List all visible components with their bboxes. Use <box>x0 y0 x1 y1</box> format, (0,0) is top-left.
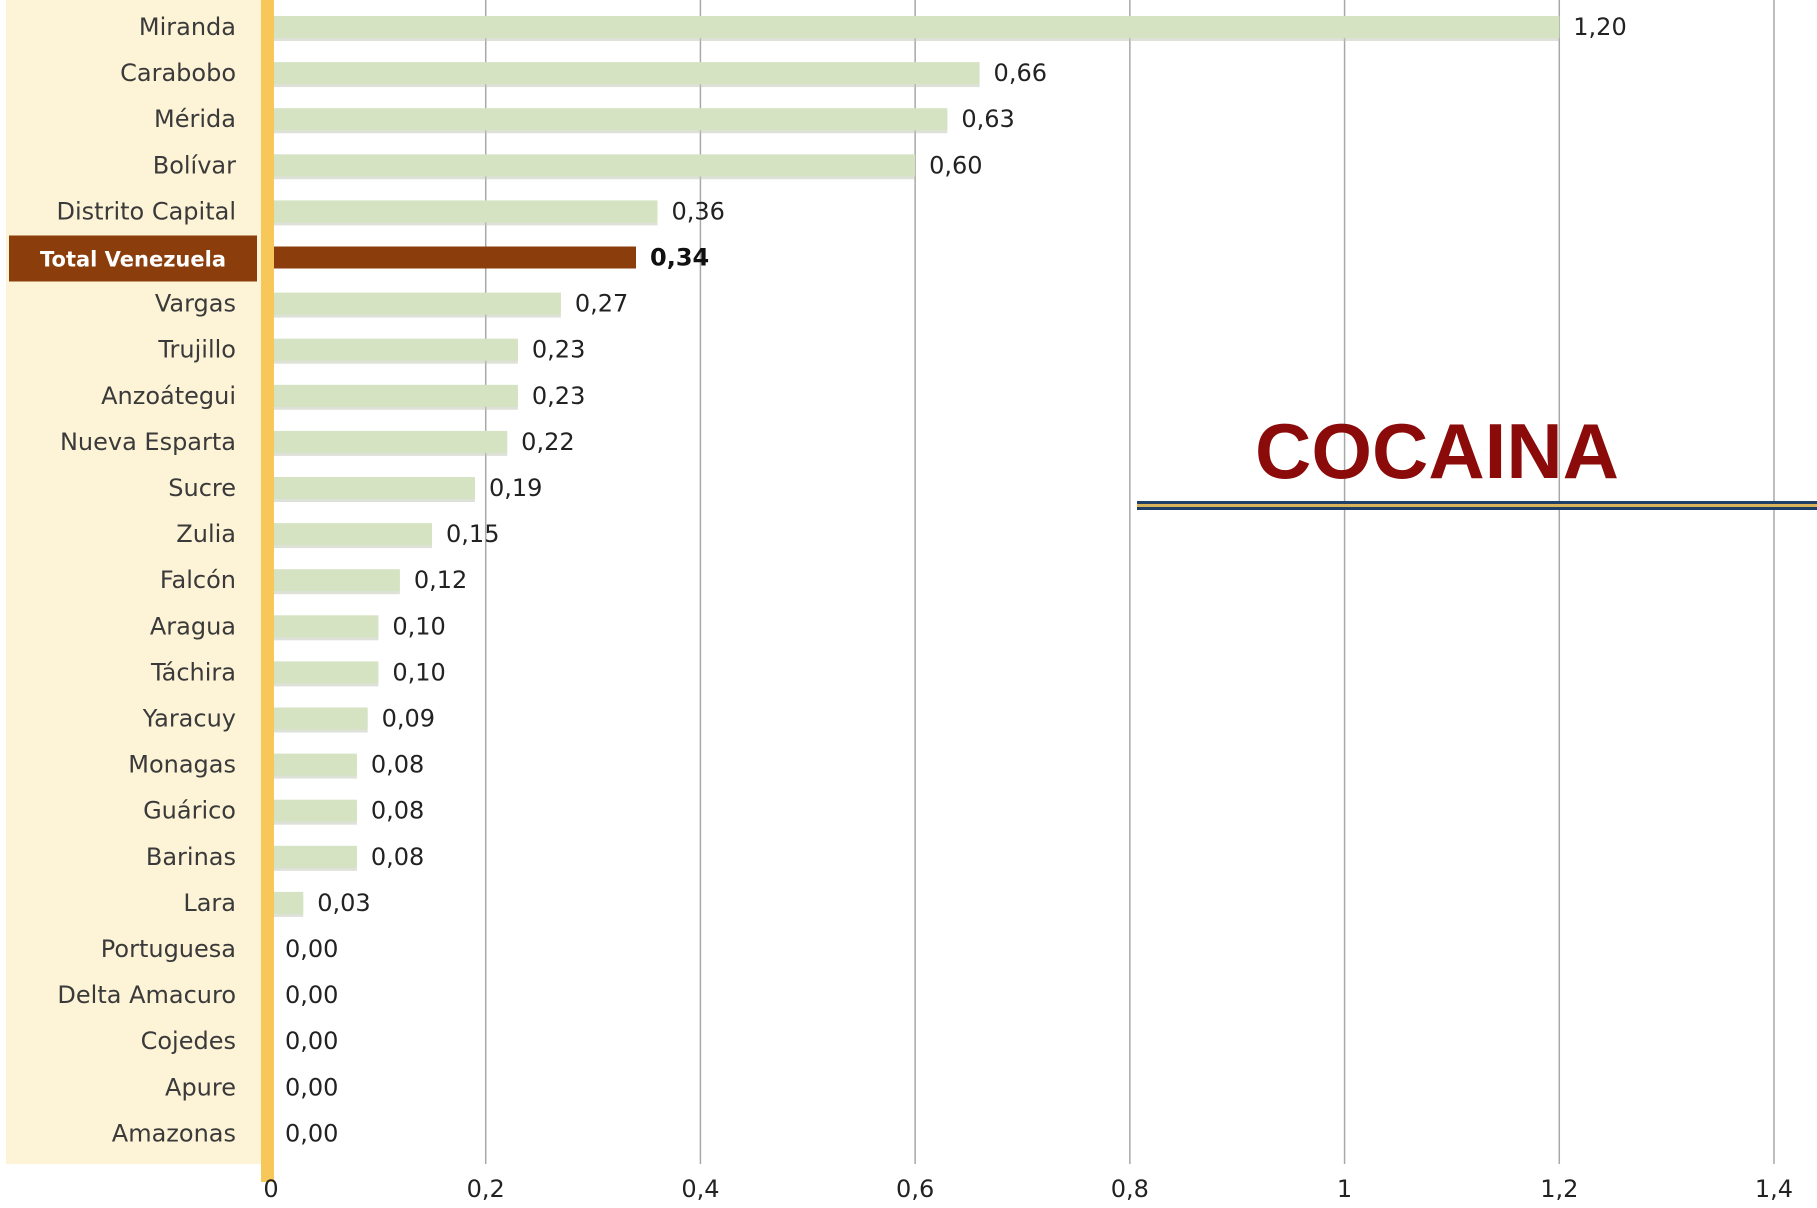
category-label: Carabobo <box>120 59 236 87</box>
data-label: 0,19 <box>489 474 542 502</box>
x-tick-label: 0 <box>263 1175 278 1203</box>
category-label: Total Venezuela <box>40 248 226 272</box>
bar <box>271 200 658 223</box>
bars <box>271 16 1560 917</box>
x-tick-label: 1 <box>1337 1175 1352 1203</box>
data-label: 0,10 <box>392 658 445 686</box>
bar <box>271 845 357 868</box>
category-label: Monagas <box>128 751 236 779</box>
bar <box>271 753 357 776</box>
category-label: Guárico <box>143 797 236 825</box>
bar <box>271 707 368 730</box>
title-underline <box>1137 501 1817 510</box>
bar <box>271 430 508 453</box>
x-tick-label: 0,4 <box>681 1175 719 1203</box>
category-label: Cojedes <box>141 1027 236 1055</box>
category-label: Mérida <box>154 105 236 133</box>
category-labels: Miranda Carabobo Mérida Bolívar Distrito Cap… <box>9 13 257 1147</box>
category-label: Miranda <box>139 13 236 41</box>
data-label: 0,60 <box>929 151 982 179</box>
bar <box>271 338 518 361</box>
data-label: 0,09 <box>382 705 435 733</box>
data-label: 0,00 <box>285 1119 338 1147</box>
data-label: 0,00 <box>285 1027 338 1055</box>
x-tick-label: 0,8 <box>1111 1175 1149 1203</box>
category-label: Barinas <box>146 843 236 871</box>
bar <box>271 799 357 822</box>
data-label: 0,00 <box>285 981 338 1009</box>
label-panel <box>6 0 262 1164</box>
data-label: 1,20 <box>1573 13 1626 41</box>
bar <box>271 108 948 131</box>
highlight-label-box <box>9 235 257 282</box>
category-label: Lara <box>183 889 236 917</box>
category-label: Falcón <box>160 566 236 594</box>
bar <box>271 661 379 684</box>
data-label: 0,12 <box>414 566 467 594</box>
category-label: Delta Amacuro <box>57 981 236 1009</box>
category-label: Táchira <box>150 658 236 686</box>
value-labels: 1,20 0,66 0,63 0,60 0,36 0,34 0,27 0,23 0,23 0,22… <box>285 13 1627 1147</box>
bar <box>271 569 400 592</box>
gridlines <box>484 0 1775 1164</box>
bar <box>271 62 980 85</box>
category-label: Vargas <box>155 290 236 318</box>
bar-highlight <box>271 246 637 269</box>
category-label: Portuguesa <box>101 935 236 963</box>
data-label: 0,00 <box>285 1073 338 1101</box>
bar <box>271 384 518 407</box>
data-label: 0,08 <box>371 751 424 779</box>
x-tick-label: 0,2 <box>467 1175 505 1203</box>
data-label: 0,03 <box>317 889 370 917</box>
data-label: 0,27 <box>575 290 628 318</box>
data-label: 0,22 <box>521 428 574 456</box>
data-label: 0,36 <box>671 197 724 225</box>
bar <box>271 891 304 914</box>
data-label: 0,66 <box>994 59 1047 87</box>
x-axis-ticks: 0 0,2 0,4 0,6 0,8 1 1,2 1,4 <box>263 1175 1793 1203</box>
chart-title: COCAINA <box>1255 407 1619 495</box>
category-label: Nueva Esparta <box>60 428 236 456</box>
axis-strip <box>261 0 274 1182</box>
bar <box>271 615 379 638</box>
category-label: Distrito Capital <box>57 197 236 225</box>
bar <box>271 154 916 177</box>
data-label: 0,08 <box>371 797 424 825</box>
x-tick-label: 1,4 <box>1755 1175 1793 1203</box>
category-label: Yaracuy <box>142 705 236 733</box>
category-label: Anzoátegui <box>101 382 236 410</box>
category-label: Aragua <box>150 612 236 640</box>
x-tick-label: 0,6 <box>896 1175 934 1203</box>
bar <box>271 477 475 499</box>
data-label: 0,23 <box>532 382 585 410</box>
data-label: 0,10 <box>392 612 445 640</box>
category-label: Trujillo <box>157 336 236 364</box>
bar <box>271 16 1560 38</box>
category-label: Sucre <box>168 474 236 502</box>
bar <box>271 292 561 315</box>
bar <box>271 523 433 546</box>
category-label: Apure <box>165 1073 236 1101</box>
category-label: Amazonas <box>112 1119 236 1147</box>
data-label: 0,63 <box>961 105 1014 133</box>
data-label: 0,08 <box>371 843 424 871</box>
x-tick-label: 1,2 <box>1540 1175 1578 1203</box>
data-label: 0,15 <box>446 520 499 548</box>
data-label: 0,34 <box>650 244 709 272</box>
category-label: Bolívar <box>153 151 236 179</box>
data-label: 0,00 <box>285 935 338 963</box>
category-label: Zulia <box>176 520 236 548</box>
data-label: 0,23 <box>532 336 585 364</box>
